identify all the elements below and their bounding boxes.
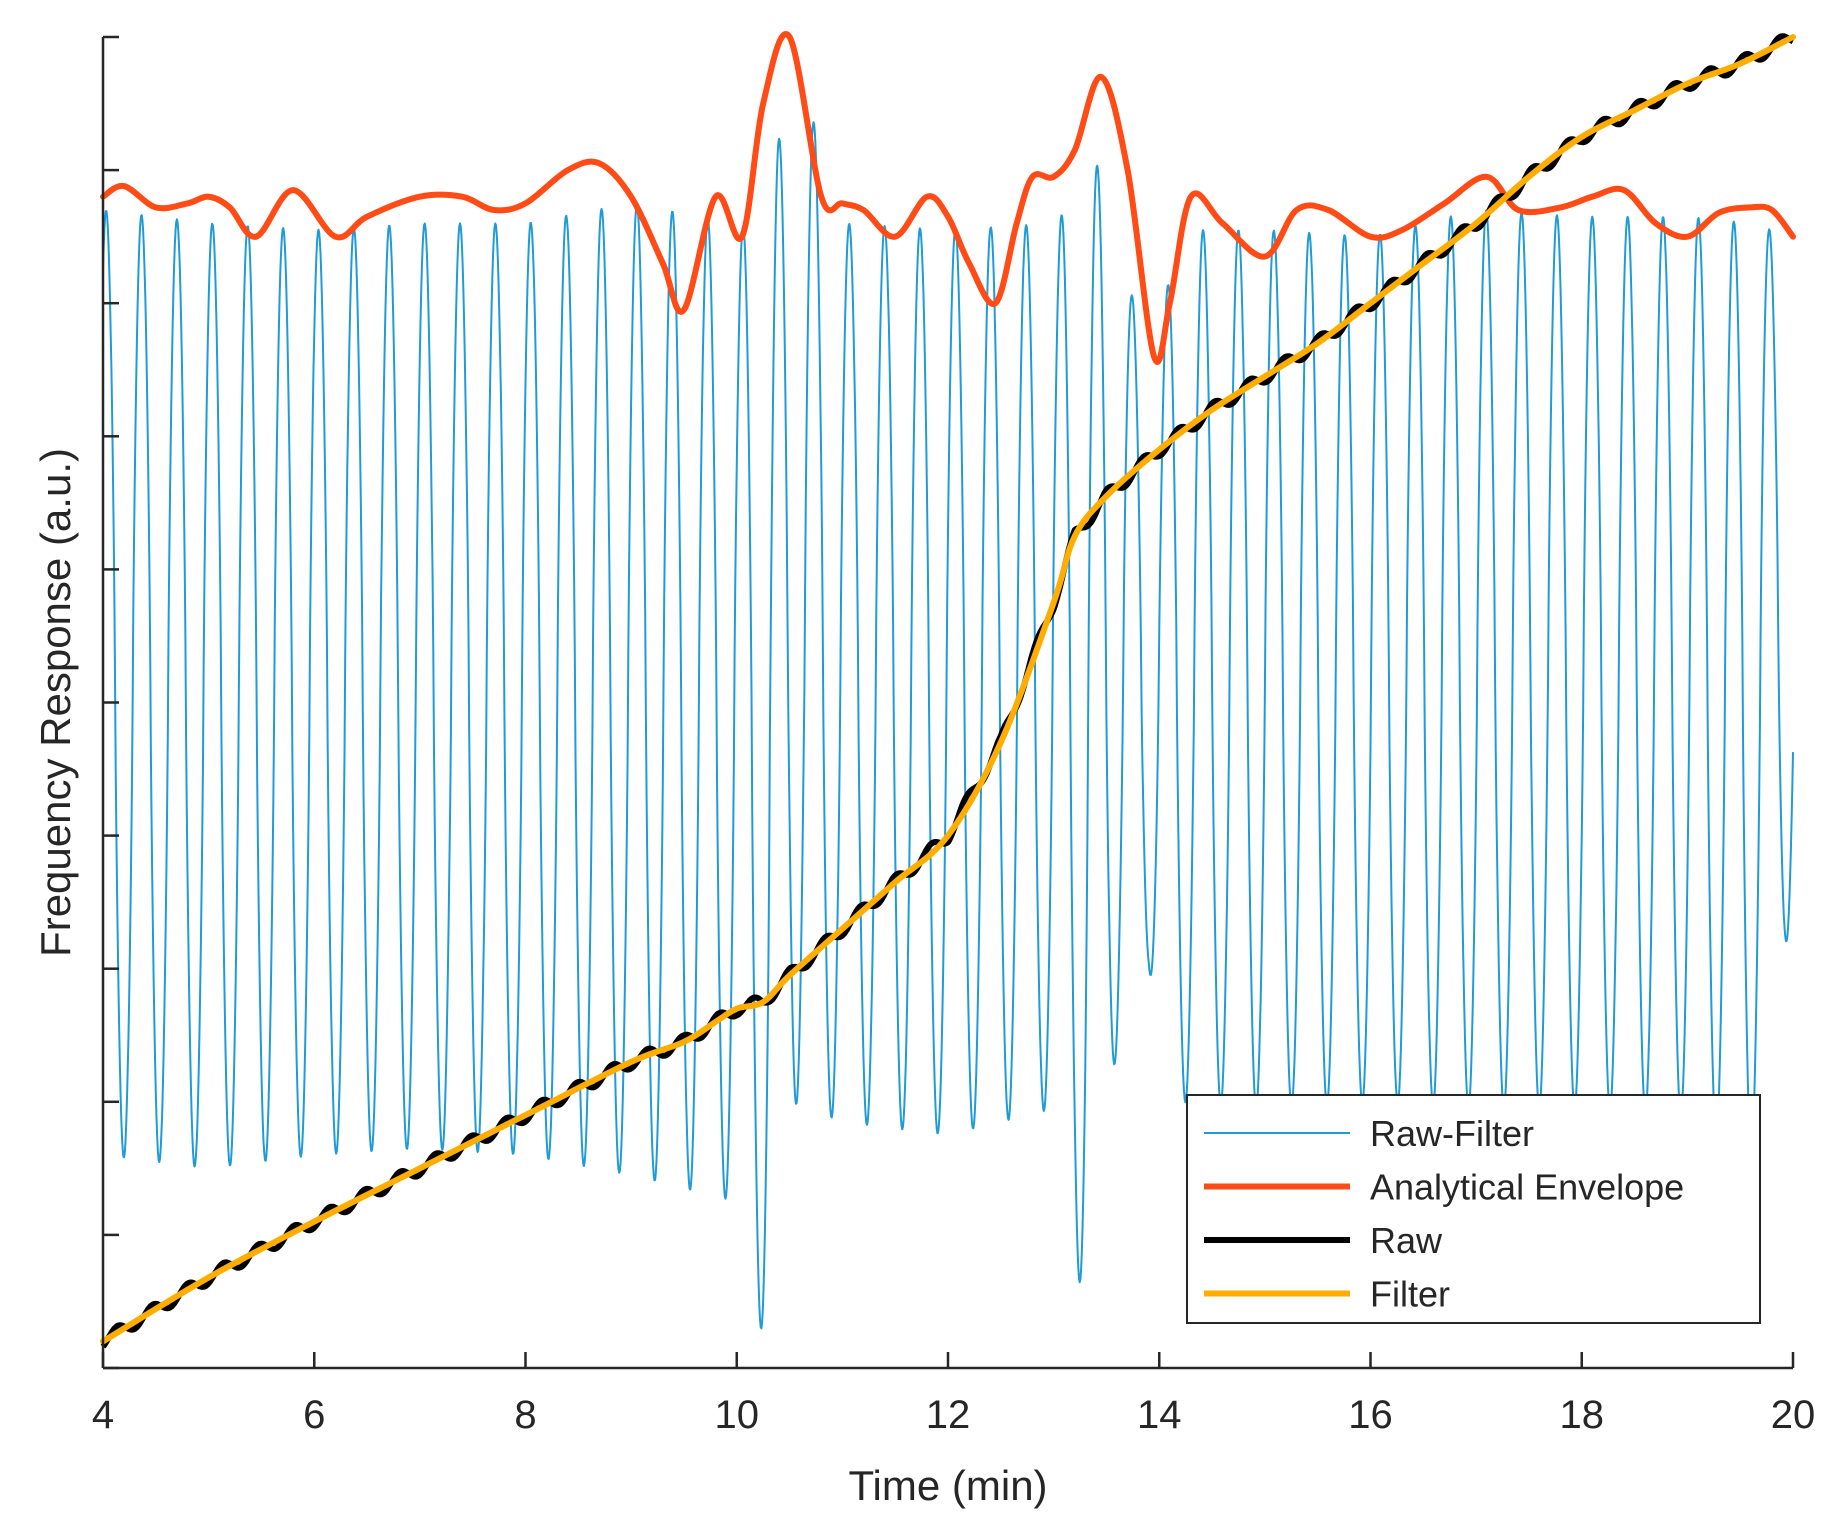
x-axis-title: Time (min) — [848, 1462, 1047, 1509]
series-layer — [100, 31, 1796, 1349]
x-tick-label: 4 — [92, 1393, 114, 1437]
series-line-analytical-envelope — [100, 31, 1796, 365]
legend-label-analytical-envelope: Analytical Envelope — [1370, 1167, 1684, 1208]
axis-layer: 4 6 8 10 12 14 16 18 20 — [92, 35, 1816, 1437]
legend: Raw-Filter Analytical Envelope Raw Filte… — [1186, 1094, 1761, 1324]
y-axis-title: Frequency Response (a.u.) — [32, 448, 79, 957]
x-tick-label: 10 — [715, 1393, 760, 1437]
x-tick-label: 20 — [1771, 1393, 1816, 1437]
x-tick-label: 18 — [1560, 1393, 1605, 1437]
x-tick-label: 8 — [514, 1393, 536, 1437]
legend-label-filter: Filter — [1370, 1274, 1450, 1315]
x-tick-label: 6 — [303, 1393, 325, 1437]
x-tick-label: 14 — [1137, 1393, 1182, 1437]
x-tick-label: 12 — [926, 1393, 971, 1437]
legend-label-raw-filter: Raw-Filter — [1370, 1113, 1534, 1154]
series-line-raw-filter — [102, 121, 1794, 1330]
x-tick-label: 16 — [1348, 1393, 1393, 1437]
series-line-raw — [100, 33, 1795, 1349]
series-line-filter — [100, 34, 1796, 1345]
legend-label-raw: Raw — [1370, 1220, 1443, 1261]
